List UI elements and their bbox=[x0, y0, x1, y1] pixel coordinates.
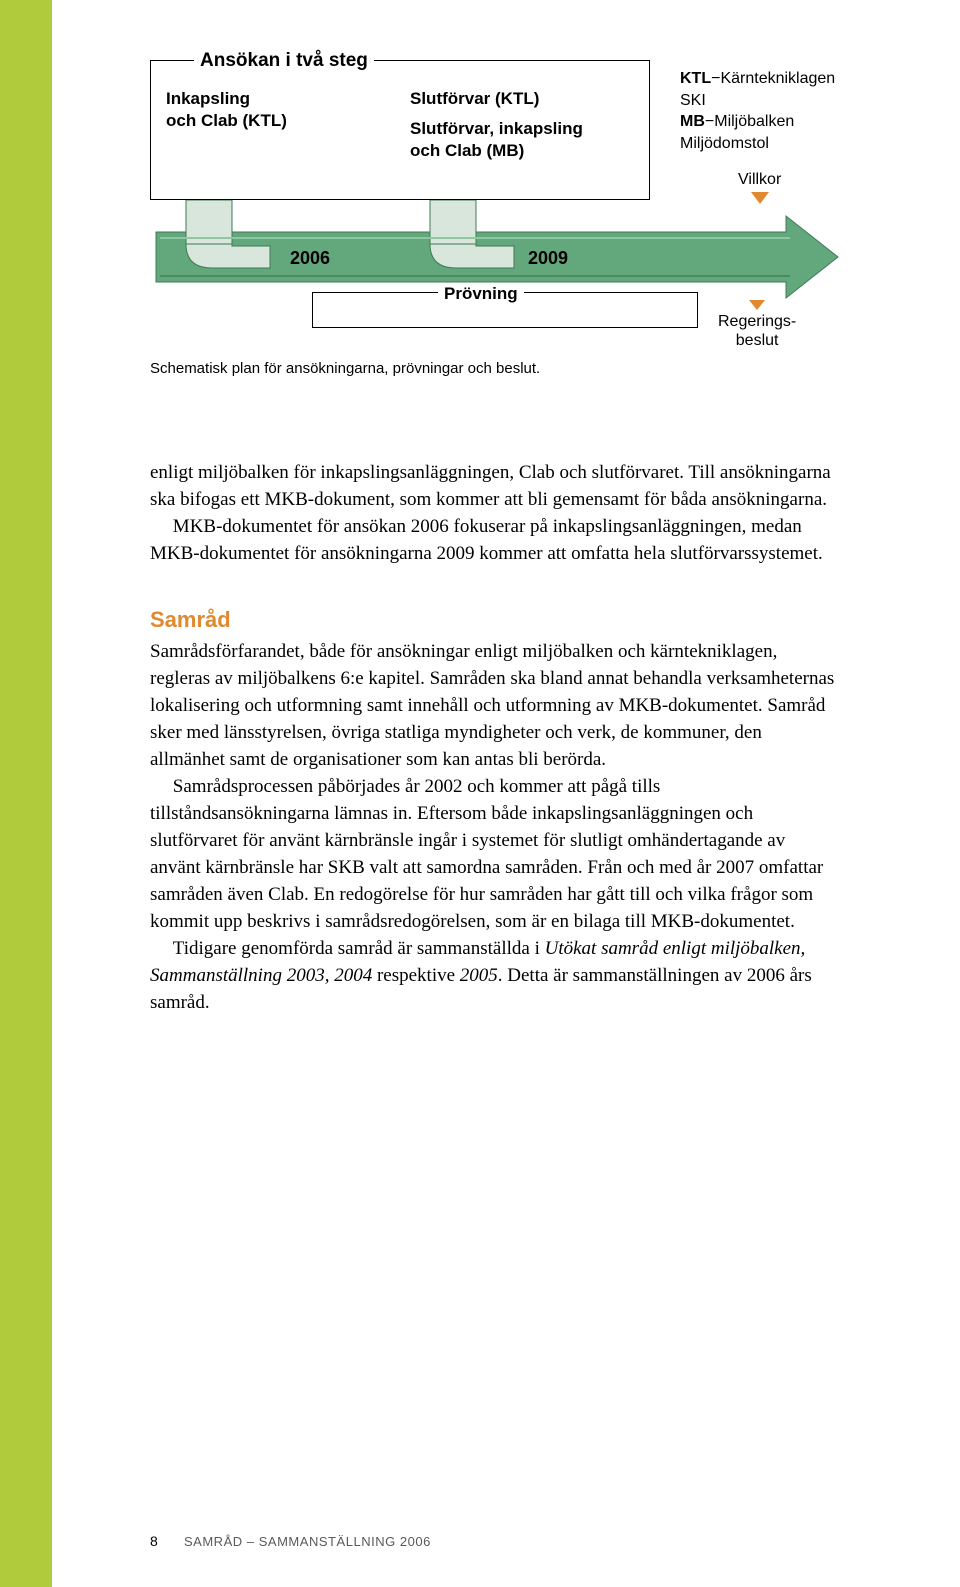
para-5: Tidigare genomförda samråd är sammanstäl… bbox=[150, 936, 840, 1017]
col-right-l2: Slutförvar, inkapsling bbox=[410, 118, 583, 140]
regerings-beslut: Regerings- beslut bbox=[718, 300, 796, 350]
diagram-title: Ansökan i två steg bbox=[194, 50, 374, 72]
year-2006: 2006 bbox=[290, 248, 330, 269]
para5-i2: 2005 bbox=[460, 965, 498, 986]
ktl-text: −Kärntekniklagen bbox=[711, 70, 835, 87]
process-diagram: Ansökan i två steg Inkapsling och Clab (… bbox=[150, 60, 840, 400]
col-left-l2: och Clab (KTL) bbox=[166, 110, 287, 132]
villkor-triangle-icon bbox=[751, 192, 769, 204]
para-2: MKB-dokumentet för ansökan 2006 fokusera… bbox=[150, 514, 840, 568]
mb-text: −Miljöbalken bbox=[705, 113, 794, 130]
reg-l2: beslut bbox=[718, 331, 796, 350]
para-3: Samrådsförfarandet, både för ansökningar… bbox=[150, 639, 840, 774]
col-right-l1: Slutförvar (KTL) bbox=[410, 88, 583, 110]
col-right-l3: och Clab (MB) bbox=[410, 140, 583, 162]
diagram-caption: Schematisk plan för ansökningarna, prövn… bbox=[150, 360, 540, 377]
mb-bold: MB bbox=[680, 113, 705, 130]
page-footer: 8 SAMRÅD – SAMMANSTÄLLNING 2006 bbox=[150, 1533, 431, 1549]
villkor-text: Villkor bbox=[738, 171, 781, 188]
diagram-right-labels: KTL−Kärntekniklagen SKI MB−Miljöbalken M… bbox=[680, 68, 835, 154]
reg-triangle-icon bbox=[749, 300, 765, 310]
reg-l1: Regerings- bbox=[718, 312, 796, 331]
para5-b: respektive bbox=[372, 965, 460, 986]
diagram-col-right: Slutförvar (KTL) Slutförvar, inkapsling … bbox=[410, 88, 583, 162]
md-text: Miljödomstol bbox=[680, 133, 835, 155]
page-number: 8 bbox=[150, 1533, 158, 1549]
samrad-heading: Samråd bbox=[150, 604, 840, 635]
villkor-label: Villkor bbox=[738, 171, 781, 204]
col-left-l1: Inkapsling bbox=[166, 88, 287, 110]
left-color-bar bbox=[0, 0, 52, 1587]
body-text: enligt miljöbalken för inkapslingsanlägg… bbox=[150, 460, 840, 1017]
provning-label: Prövning bbox=[438, 284, 524, 304]
para5-a: Tidigare genomförda samråd är sammanstäl… bbox=[173, 938, 545, 959]
footer-text: SAMRÅD – SAMMANSTÄLLNING 2006 bbox=[184, 1534, 431, 1549]
year-2009: 2009 bbox=[528, 248, 568, 269]
para-1: enligt miljöbalken för inkapslingsanlägg… bbox=[150, 460, 840, 514]
page-content: Ansökan i två steg Inkapsling och Clab (… bbox=[150, 60, 840, 1017]
para-4: Samrådsprocessen påbörjades år 2002 och … bbox=[150, 774, 840, 936]
ktl-bold: KTL bbox=[680, 70, 711, 87]
diagram-col-left: Inkapsling och Clab (KTL) bbox=[166, 88, 287, 132]
ski-text: SKI bbox=[680, 90, 835, 112]
